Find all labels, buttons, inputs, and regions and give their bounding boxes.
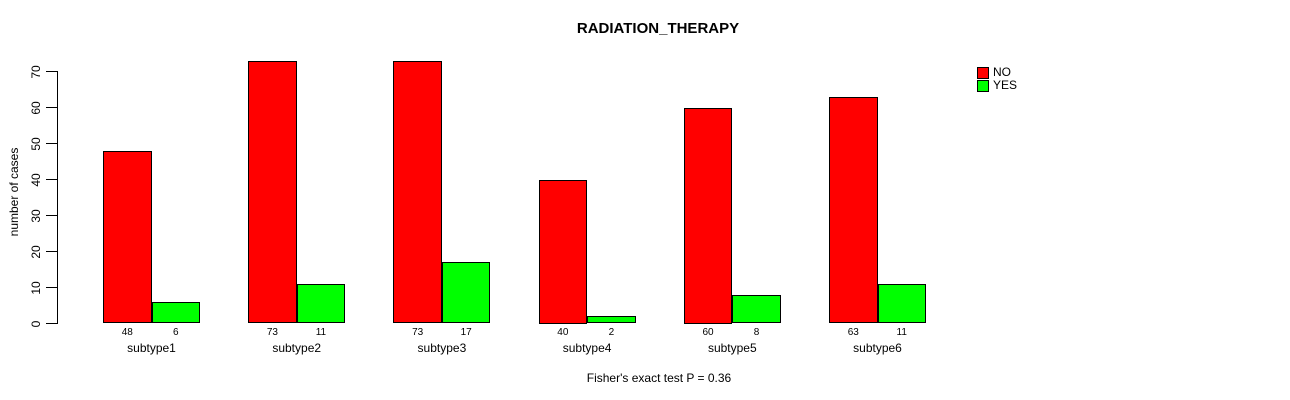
legend-entry-no: NO [977,66,1017,79]
category-label-subtype6: subtype6 [853,341,902,355]
bar-yes-subtype2 [296,283,346,324]
y-tick-label: 40 [29,172,43,187]
fisher-test-caption: Fisher's exact test P = 0.36 [586,371,732,385]
category-label-subtype5: subtype5 [707,341,757,355]
bar-value-label: 73 [412,327,424,338]
bar-yes-subtype1 [151,301,200,324]
legend-label-yes: YES [993,78,1018,92]
bar-value-label: 40 [557,327,569,338]
y-tick-label: 20 [29,244,43,259]
y-tick [46,71,58,72]
bar-yes-subtype4 [587,316,636,324]
bar-no-subtype2 [248,60,297,324]
category-label-subtype2: subtype2 [272,341,322,355]
y-tick-label: 0 [29,320,43,327]
legend-entry-yes: YES [977,79,1017,92]
y-tick [46,323,58,324]
bar-no-subtype3 [393,60,442,324]
legend: NO YES [977,66,1017,92]
bar-yes-subtype3 [441,262,491,324]
y-tick [46,107,58,108]
bar-value-label: 6 [172,327,179,338]
bar-yes-subtype5 [732,294,781,324]
y-tick-label: 50 [29,136,43,151]
bar-value-label: 48 [121,327,133,338]
legend-swatch-no [977,66,989,79]
y-tick [46,179,58,180]
category-label-subtype4: subtype4 [562,341,612,355]
y-tick [46,143,58,144]
y-axis-line [57,71,58,324]
y-tick [46,287,58,288]
y-tick-label: 30 [29,208,43,223]
bar-no-subtype1 [103,150,152,324]
legend-label-no: NO [993,65,1011,79]
y-tick-label: 10 [29,280,43,295]
bar-value-label: 60 [702,327,714,338]
bar-value-label: 73 [266,327,278,338]
bar-value-label: 8 [753,327,760,338]
bar-value-label: 2 [608,327,615,338]
y-tick [46,251,58,252]
y-tick-label: 70 [29,64,43,79]
legend-swatch-yes [977,79,989,92]
chart-title: RADIATION_THERAPY [576,20,740,37]
category-label-subtype3: subtype3 [417,341,467,355]
bar-value-label: 17 [460,327,472,338]
bar-no-subtype5 [683,107,733,324]
y-tick-label: 60 [29,100,43,115]
bar-value-label: 11 [896,327,907,338]
bar-no-subtype4 [538,179,588,324]
bar-no-subtype6 [829,96,878,324]
bar-yes-subtype6 [877,283,926,324]
category-label-subtype1: subtype1 [127,341,176,355]
bar-value-label: 11 [315,327,327,338]
y-tick [46,215,58,216]
bar-value-label: 63 [847,327,859,338]
